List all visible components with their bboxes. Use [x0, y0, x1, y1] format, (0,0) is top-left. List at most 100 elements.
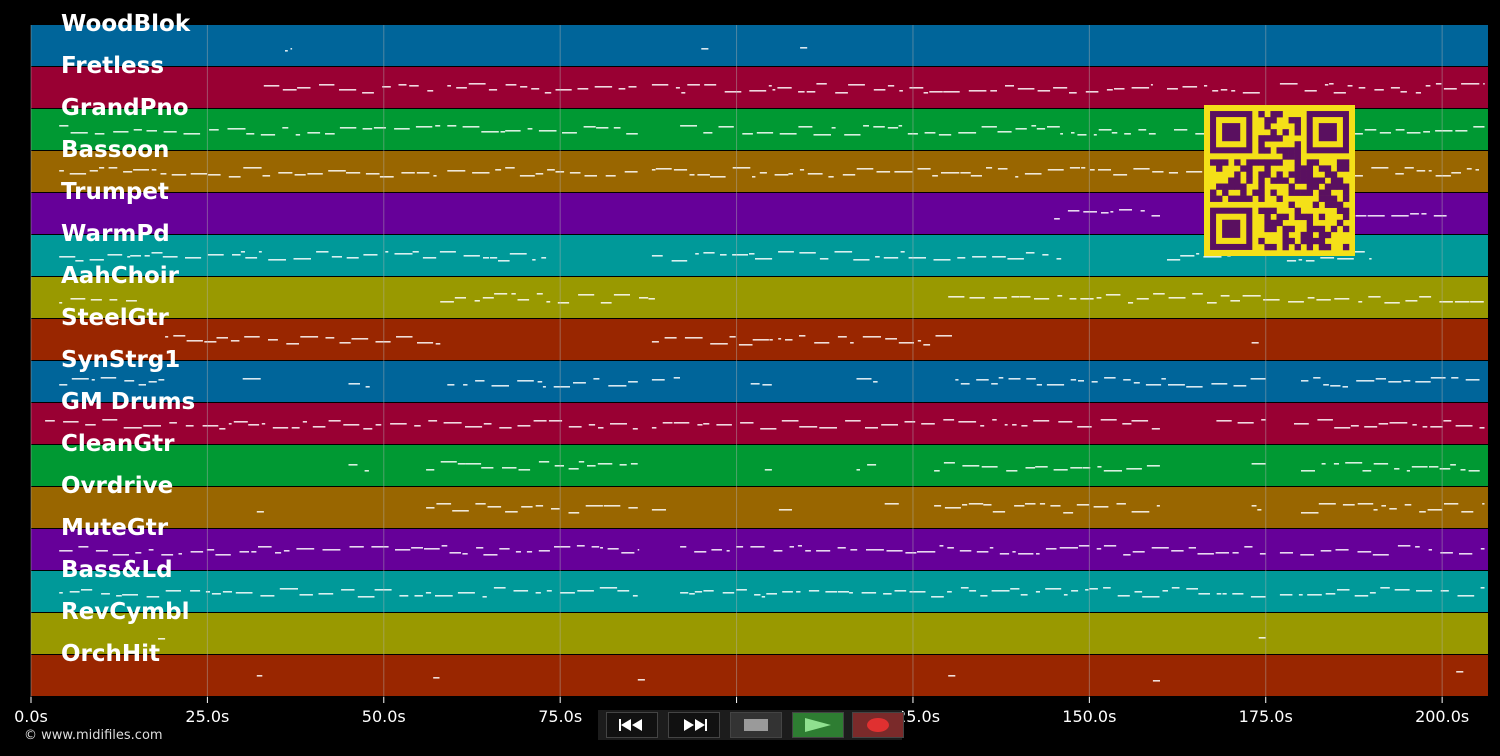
- note: [143, 425, 161, 427]
- note: [260, 134, 276, 136]
- note: [703, 252, 715, 254]
- note: [1451, 377, 1459, 379]
- note: [628, 86, 637, 88]
- note: [704, 84, 717, 86]
- note: [774, 174, 789, 176]
- note: [1050, 505, 1061, 507]
- note: [144, 255, 150, 257]
- note: [1111, 132, 1118, 134]
- note: [1435, 83, 1442, 85]
- note: [969, 297, 985, 299]
- note: [1047, 169, 1064, 171]
- lane-1: [31, 67, 1488, 108]
- note: [605, 175, 616, 177]
- stop-button[interactable]: [730, 712, 782, 738]
- note: [981, 126, 997, 128]
- note: [962, 465, 980, 467]
- note: [339, 89, 357, 91]
- note: [1083, 211, 1097, 213]
- note: [781, 420, 799, 422]
- note: [325, 133, 335, 135]
- note: [89, 170, 98, 172]
- note: [1259, 553, 1266, 555]
- note: [1025, 252, 1035, 254]
- note: [600, 547, 603, 549]
- record-button[interactable]: [852, 712, 904, 738]
- note: [651, 379, 665, 381]
- note: [474, 300, 480, 302]
- note: [1220, 295, 1230, 297]
- note: [1046, 384, 1065, 386]
- note: [1082, 467, 1091, 469]
- lane-9: [31, 403, 1488, 444]
- note: [1242, 92, 1260, 94]
- note: [1316, 299, 1331, 301]
- note: [475, 503, 486, 505]
- note: [475, 380, 485, 382]
- note: [1307, 594, 1322, 596]
- note: [921, 423, 935, 425]
- note: [59, 256, 76, 258]
- note: [295, 134, 301, 136]
- note: [600, 302, 612, 304]
- note: [1345, 462, 1363, 464]
- note: [1153, 293, 1165, 295]
- rewind-icon: [619, 719, 642, 731]
- note: [1096, 297, 1102, 299]
- lane-13: [31, 571, 1488, 612]
- note: [227, 128, 246, 130]
- note: [573, 382, 586, 384]
- note: [1373, 463, 1389, 465]
- play-button[interactable]: [792, 712, 844, 738]
- note: [1054, 218, 1060, 220]
- note: [258, 546, 272, 548]
- note: [373, 127, 386, 129]
- note: [887, 85, 895, 87]
- note: [1093, 134, 1097, 136]
- note: [828, 176, 834, 178]
- note: [151, 169, 157, 171]
- note: [69, 173, 87, 175]
- note: [505, 130, 521, 132]
- fast-forward-button[interactable]: [668, 712, 720, 738]
- note: [764, 469, 772, 471]
- note: [1167, 88, 1178, 90]
- note: [568, 512, 580, 514]
- note: [761, 596, 766, 598]
- note: [1286, 260, 1297, 262]
- note: [1077, 426, 1092, 428]
- note: [394, 253, 413, 255]
- note: [1195, 133, 1211, 135]
- note: [1375, 378, 1386, 380]
- note: [282, 127, 289, 129]
- note: [1161, 378, 1166, 380]
- note: [1017, 88, 1035, 90]
- note: [1372, 554, 1389, 556]
- note: [1186, 588, 1198, 590]
- note: [59, 170, 64, 172]
- note: [1025, 503, 1036, 505]
- note: [447, 384, 455, 386]
- note: [568, 468, 579, 470]
- note: [740, 422, 754, 424]
- note: [130, 255, 141, 257]
- note: [632, 595, 638, 597]
- note: [435, 595, 453, 597]
- note: [499, 548, 510, 550]
- note: [296, 548, 315, 550]
- note: [819, 258, 829, 260]
- note: [697, 424, 703, 426]
- note: [1480, 587, 1485, 589]
- note: [1007, 258, 1024, 260]
- note: [1078, 545, 1090, 547]
- rewind-button[interactable]: [606, 712, 658, 738]
- note: [328, 420, 341, 422]
- note: [348, 464, 358, 466]
- note: [1404, 167, 1414, 169]
- note: [943, 91, 960, 93]
- note: [286, 343, 299, 345]
- note: [535, 505, 544, 507]
- note: [1053, 87, 1068, 89]
- note: [546, 301, 551, 303]
- note: [1026, 378, 1036, 380]
